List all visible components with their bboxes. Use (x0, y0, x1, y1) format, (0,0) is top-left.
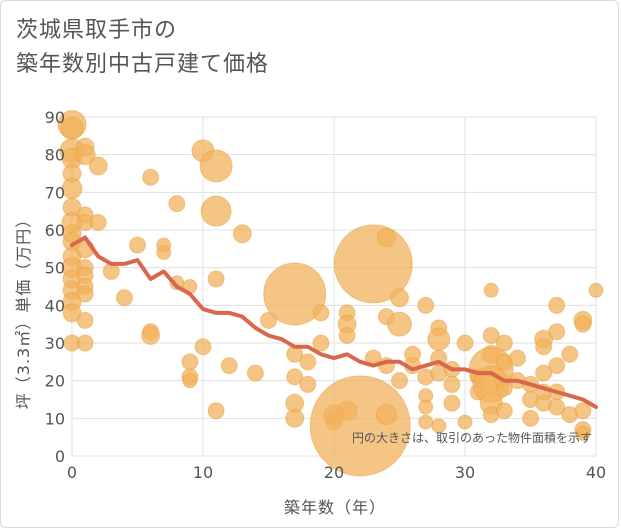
data-point (574, 402, 592, 420)
data-point (61, 178, 83, 200)
data-point (548, 296, 566, 314)
data-point (495, 334, 513, 352)
data-point (535, 364, 553, 382)
data-point (418, 399, 434, 415)
data-point (142, 168, 160, 186)
grid-lines (71, 116, 597, 457)
y-tick-label: 60 (45, 221, 65, 240)
data-point (522, 409, 539, 427)
x-tick-label: 30 (455, 463, 475, 482)
data-point (88, 156, 108, 176)
x-axis-title: 築年数（年） (284, 498, 386, 517)
data-point (390, 288, 409, 308)
data-point (286, 368, 304, 386)
data-point (220, 357, 238, 375)
x-tick-label: 0 (67, 463, 77, 482)
trend-line-path (70, 235, 598, 409)
data-point (418, 414, 434, 430)
y-tick-label: 30 (45, 334, 65, 353)
axis-ticks: 0 10 20 30 40 50 60 70 80 90 0 10 20 30 40 (45, 108, 607, 482)
x-tick-label: 40 (586, 463, 606, 482)
bubble-points (57, 110, 604, 477)
data-point (76, 311, 94, 329)
data-point (74, 144, 96, 166)
y-tick-label: 90 (45, 108, 65, 127)
data-point (548, 357, 566, 375)
data-point (299, 375, 317, 393)
x-tick-label: 20 (324, 463, 344, 482)
y-tick-label: 0 (55, 447, 65, 466)
data-point (285, 408, 305, 428)
y-tick-label: 20 (45, 372, 65, 391)
data-point (427, 327, 451, 351)
data-point (375, 404, 397, 426)
data-point (376, 228, 396, 248)
data-point (575, 425, 591, 441)
data-point (309, 375, 411, 477)
chart-title-line2: 築年数別中古戸建て価格 (16, 52, 270, 77)
data-point (207, 402, 225, 420)
data-point (387, 311, 412, 337)
y-tick-label: 50 (45, 259, 65, 278)
data-point (62, 303, 82, 323)
data-point (443, 394, 461, 412)
chart-title-line1: 茨城県取手市の (16, 18, 178, 43)
y-tick-label: 40 (45, 296, 65, 315)
data-point (312, 334, 330, 352)
data-point (299, 353, 317, 371)
data-point (182, 373, 198, 389)
data-point (181, 353, 199, 371)
data-point (260, 311, 277, 329)
y-tick-label: 80 (45, 146, 65, 165)
data-point (482, 326, 500, 344)
bubble-size-note: 円の大きさは、取引のあった物件面積を示す (352, 430, 592, 445)
data-point (156, 245, 172, 261)
data-point (483, 282, 499, 298)
data-point (76, 334, 94, 352)
data-point (141, 325, 161, 345)
data-point (574, 315, 592, 333)
trend-line (70, 235, 598, 409)
data-point (495, 402, 513, 420)
y-tick-label: 70 (45, 183, 65, 202)
data-point (443, 375, 461, 393)
data-point (561, 345, 579, 363)
data-point (391, 372, 408, 390)
data-point (115, 289, 133, 307)
data-point (89, 213, 107, 231)
data-point (548, 398, 566, 416)
data-point (508, 349, 526, 367)
data-point (246, 364, 264, 382)
data-point (207, 270, 225, 288)
data-point (76, 285, 94, 303)
data-point (168, 195, 186, 213)
data-point (194, 338, 212, 356)
data-point (199, 149, 233, 183)
y-axis-title: 坪（3.3㎡）単価（万円） (14, 211, 33, 409)
data-point (263, 262, 327, 326)
chart-title: 茨城県取手市の 築年数別中古戸建て価格 (16, 14, 576, 82)
data-point (431, 418, 447, 434)
data-point (457, 414, 473, 430)
data-point (417, 296, 435, 314)
data-point (456, 334, 474, 352)
data-point (588, 282, 604, 298)
data-point (312, 304, 330, 322)
data-point (535, 338, 553, 356)
data-point (338, 326, 356, 344)
data-point (232, 224, 252, 244)
y-tick-label: 10 (45, 409, 65, 428)
data-point (548, 323, 566, 341)
x-tick-label: 10 (193, 463, 213, 482)
data-point (129, 236, 146, 254)
data-point (200, 195, 232, 227)
